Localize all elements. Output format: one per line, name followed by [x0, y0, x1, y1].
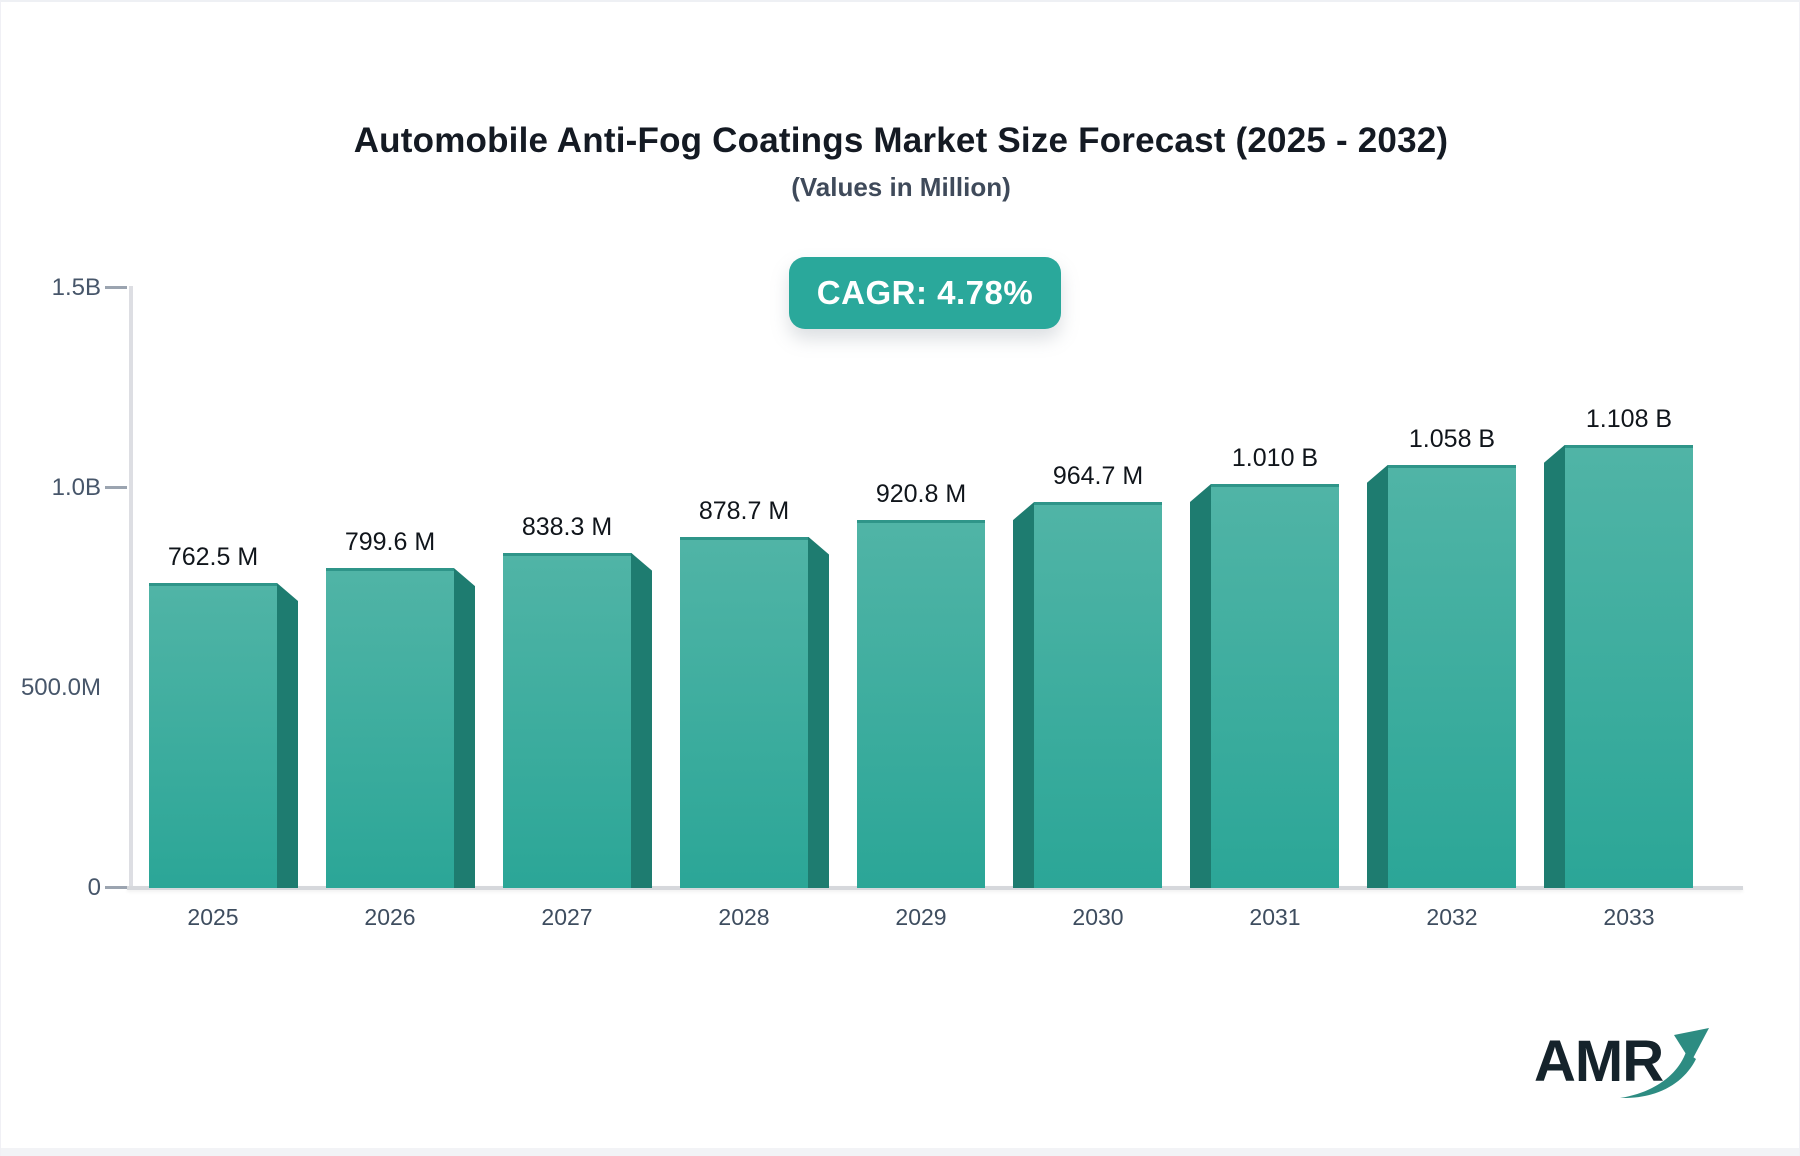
- x-axis-category-label: 2033: [1603, 904, 1655, 930]
- bar-side-face: [808, 536, 829, 888]
- x-axis-category-label: 2028: [718, 904, 770, 930]
- bar-side-face: [1013, 502, 1034, 888]
- bar-2026: [326, 568, 454, 888]
- bar-value-label: 1.108 B: [1585, 404, 1673, 433]
- bar-side-face: [1367, 464, 1388, 888]
- growth-arrow-icon: [1620, 1028, 1709, 1099]
- x-axis-category-label: 2025: [187, 904, 239, 930]
- bar-2032: [1388, 464, 1516, 888]
- bar-side-face: [277, 583, 298, 888]
- bar-2027: [503, 552, 631, 888]
- y-axis-line: [129, 286, 133, 890]
- x-axis-category-label: 2031: [1249, 904, 1301, 930]
- y-axis-tick-label: 1.0B: [51, 474, 101, 501]
- y-axis-tick-label: 1.5B: [51, 274, 101, 301]
- x-axis-category-label: 2027: [541, 904, 593, 930]
- bar-side-face: [454, 568, 475, 888]
- cagr-badge: CAGR: 4.78%: [789, 257, 1061, 329]
- y-axis-tick-label: 500.0M: [20, 674, 101, 701]
- y-axis-tick-label: 0: [87, 874, 101, 901]
- amr-logo: AMR: [1534, 1028, 1724, 1118]
- bar-value-label: 762.5 M: [167, 543, 259, 571]
- x-axis-category-label: 2032: [1426, 904, 1478, 930]
- x-axis-category-label: 2026: [364, 904, 416, 930]
- bar-2030: [1034, 502, 1162, 888]
- page-bottom-edge: [1, 1148, 1799, 1156]
- cagr-badge-label: CAGR: 4.78%: [816, 274, 1034, 311]
- bar-value-label: 799.6 M: [344, 528, 436, 557]
- y-axis-tick-mark: [105, 886, 127, 889]
- y-axis-tick-mark: [105, 486, 127, 489]
- bar-value-label: 838.3 M: [521, 512, 613, 541]
- amr-logo-text: AMR: [1534, 1029, 1664, 1094]
- y-axis-tick-mark: [105, 286, 127, 289]
- bar-2031: [1211, 484, 1339, 888]
- bar-2028: [680, 536, 808, 888]
- bar-2033: [1565, 444, 1693, 888]
- bar-side-face: [1544, 444, 1565, 888]
- bar-side-face: [1190, 484, 1211, 888]
- bar-value-label: 1.010 B: [1231, 444, 1319, 472]
- chart-subtitle: (Values in Million): [791, 172, 1011, 202]
- x-axis-category-label: 2030: [1072, 904, 1124, 930]
- bar-value-label: 920.8 M: [875, 479, 967, 508]
- bar-side-face: [631, 552, 652, 888]
- bar-value-label: 964.7 M: [1052, 462, 1144, 491]
- bar-2029: [857, 519, 985, 888]
- bar-value-label: 878.7 M: [698, 496, 790, 525]
- x-axis-category-label: 2029: [895, 904, 947, 930]
- bar-2025: [149, 583, 277, 888]
- chart-title: Automobile Anti-Fog Coatings Market Size…: [353, 121, 1449, 161]
- bar-value-label: 1.058 B: [1408, 424, 1496, 453]
- x-axis-line: [127, 886, 1743, 890]
